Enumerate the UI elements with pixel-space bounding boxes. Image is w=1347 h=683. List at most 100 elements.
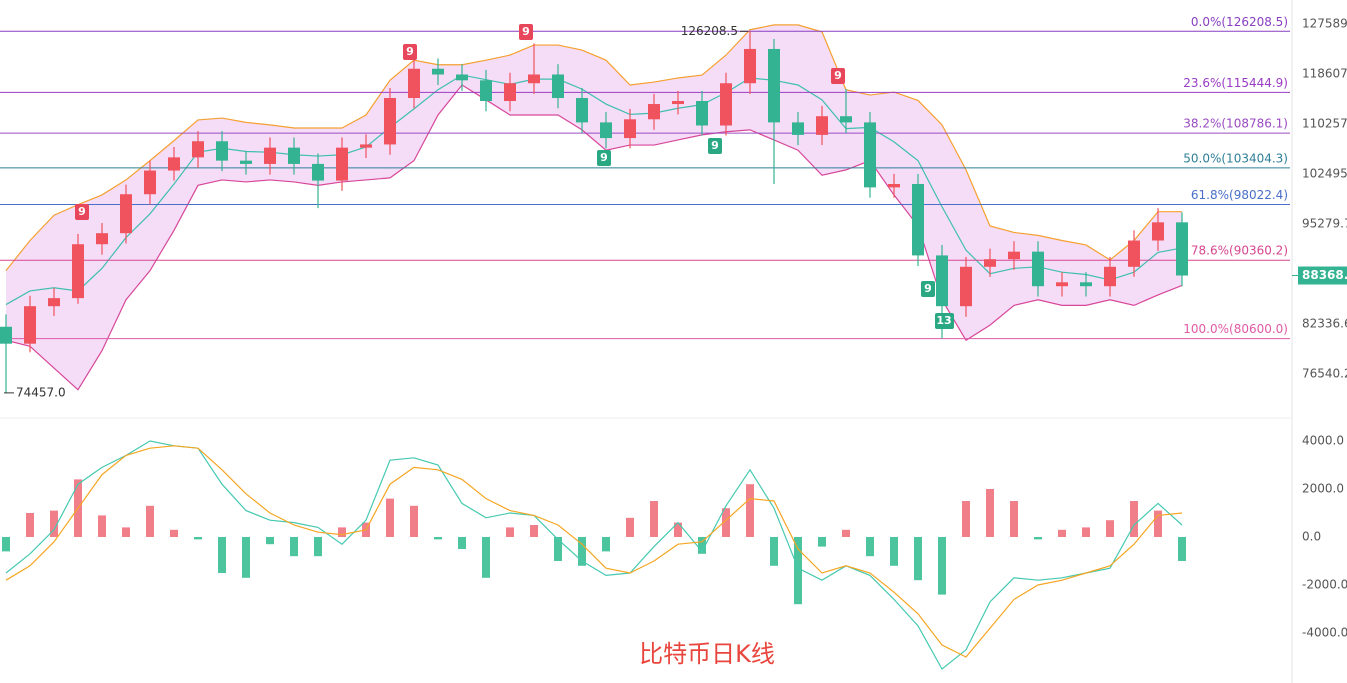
- macd-bar: [650, 501, 658, 537]
- candle-body: [1080, 282, 1092, 287]
- td-marker: 9: [522, 25, 530, 38]
- macd-bar: [1034, 537, 1042, 540]
- td-marker-box: [597, 150, 611, 166]
- fib-label: 38.2%(108786.1): [1183, 117, 1288, 131]
- macd-layer: [2, 440, 1186, 670]
- candle-body: [792, 122, 804, 135]
- macd-bar: [1082, 527, 1090, 537]
- low-label: 74457.0: [16, 385, 66, 399]
- candle-body: [456, 74, 468, 81]
- fib-label: 100.0%(80600.0): [1183, 322, 1288, 336]
- candle-body: [24, 306, 36, 344]
- macd-bar: [242, 537, 250, 578]
- y-tick-label: -4000.0: [1302, 626, 1347, 640]
- candle-body: [936, 255, 948, 307]
- candle-body: [528, 74, 540, 84]
- band-line: [5, 24, 1182, 272]
- macd-bar: [674, 522, 682, 537]
- macd-bar: [794, 537, 802, 605]
- candle-body: [816, 116, 828, 135]
- candle-body: [648, 104, 660, 120]
- y-tick-label: 127589.5: [1302, 16, 1347, 30]
- macd-bar: [1130, 501, 1138, 537]
- macd-bar: [818, 537, 826, 547]
- td-marker-box: [708, 138, 722, 154]
- macd-bar: [890, 537, 898, 566]
- y-tick-label: 76540.2: [1302, 366, 1347, 380]
- candle-body: [1104, 266, 1116, 287]
- candle-body: [504, 83, 516, 102]
- macd-bar: [314, 537, 322, 557]
- td-markers: 9 9 9 9 9 9 9 13: [75, 24, 954, 329]
- candle-body: [432, 68, 444, 75]
- fib-label: 50.0%(103404.3): [1183, 151, 1288, 165]
- macd-bar: [1106, 520, 1114, 537]
- macd-line: [5, 440, 1183, 670]
- macd-bar: [746, 484, 754, 537]
- macd-bar: [626, 517, 634, 537]
- candle-body: [672, 101, 684, 105]
- candle-body: [168, 157, 180, 171]
- candle-body: [576, 98, 588, 123]
- macd-bar: [266, 537, 274, 545]
- axes-layer: 127589.5 118607.3 110257.4 102495.3 95279.7 8…: [1292, 16, 1347, 640]
- candle-body: [600, 122, 612, 139]
- candle-body: [552, 74, 564, 99]
- candle-body: [264, 147, 276, 164]
- candle-body: [240, 160, 252, 164]
- macd-bar: [458, 537, 466, 549]
- candle-body: [1176, 222, 1188, 276]
- td-marker: 9: [600, 151, 608, 164]
- macd-bar: [842, 529, 850, 537]
- macd-bar: [410, 505, 418, 537]
- candle-body: [1128, 240, 1140, 267]
- candle-body: [768, 48, 780, 123]
- td-marker: 9: [924, 282, 932, 295]
- macd-bar: [914, 537, 922, 581]
- macd-bar: [338, 527, 346, 537]
- fib-label: 0.0%(126208.5): [1191, 15, 1288, 29]
- macd-bar: [530, 525, 538, 537]
- macd-bar: [1178, 537, 1186, 561]
- candle-body: [216, 141, 228, 161]
- td-marker-box: [519, 24, 533, 40]
- macd-bar: [218, 537, 226, 573]
- band-fill: [6, 24, 1182, 390]
- macd-bar: [26, 513, 34, 537]
- macd-bar: [602, 537, 610, 552]
- fib-label: 78.6%(90360.2): [1191, 244, 1288, 258]
- macd-bar: [170, 529, 178, 537]
- fib-label: 61.8%(98022.4): [1191, 188, 1288, 202]
- candle-body: [120, 194, 132, 234]
- y-tick-label: 102495.3: [1302, 166, 1347, 180]
- band-line: [5, 84, 1183, 391]
- candle-body: [960, 266, 972, 307]
- candle-body: [864, 122, 876, 188]
- macd-bar: [194, 537, 202, 540]
- macd-bar: [938, 537, 946, 595]
- macd-line: [5, 445, 1183, 658]
- candle-body: [336, 147, 348, 181]
- candle-body: [720, 83, 732, 126]
- td-marker-box: [921, 281, 935, 297]
- y-tick-label: 4000.0: [1302, 434, 1344, 448]
- candle-body: [744, 48, 756, 84]
- candles-layer: 126208.5 74457.0: [0, 24, 1188, 399]
- td-marker-box: [403, 44, 417, 60]
- macd-bar: [146, 505, 154, 537]
- macd-bar: [1010, 501, 1018, 537]
- candle-body: [696, 101, 708, 126]
- candle-body: [192, 141, 204, 158]
- y-tick-label: 82336.6: [1302, 316, 1347, 330]
- td-marker: 9: [711, 139, 719, 152]
- macd-bar: [962, 501, 970, 537]
- price-tag: [1298, 266, 1347, 285]
- candle-body: [48, 298, 60, 307]
- td-marker: 9: [406, 45, 414, 58]
- candle-body: [1152, 222, 1164, 241]
- candle-body: [0, 326, 12, 344]
- candle-body: [984, 259, 996, 267]
- macd-bar: [1154, 510, 1162, 537]
